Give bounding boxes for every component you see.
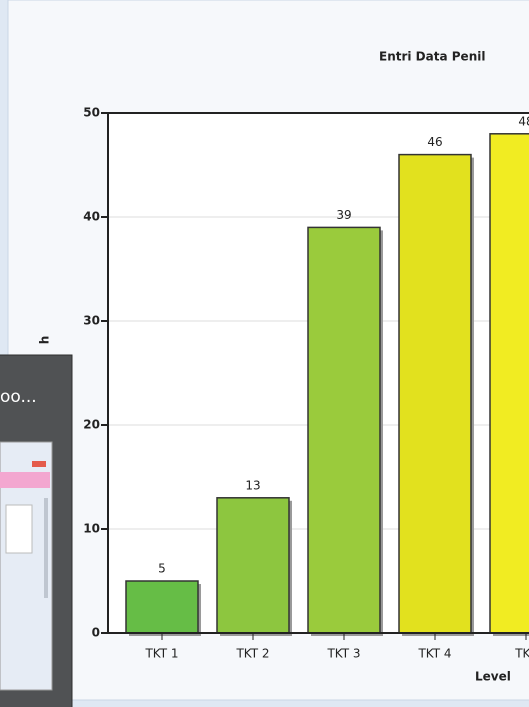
chart-title: Entri Data Penil — [379, 50, 485, 64]
x-axis-label: Level — [475, 670, 511, 684]
x-tick-label: TKT 1 — [144, 647, 178, 661]
y-tick-label: 0 — [92, 626, 100, 640]
preview-icon — [6, 505, 32, 553]
y-tick-label: 30 — [83, 314, 100, 328]
bar — [126, 581, 198, 633]
x-tick-label: TKT 2 — [235, 647, 269, 661]
y-tick-label: 40 — [83, 210, 100, 224]
preview-scrollbar — [44, 498, 48, 598]
x-tick-label: TKT 4 — [417, 647, 451, 661]
bar — [490, 134, 529, 633]
preview-button — [32, 461, 46, 467]
y-tick-label: 20 — [83, 418, 100, 432]
value-label: 5 — [158, 562, 166, 576]
chart: 5 13 39 46 48 Entri Data Penil Level h 0 10 20… — [0, 0, 529, 707]
value-label: 46 — [427, 135, 442, 149]
x-tick-label: TKT — [514, 647, 529, 661]
y-axis-label: h — [38, 336, 52, 345]
y-tick-label: 50 — [83, 106, 100, 120]
bar — [399, 155, 471, 633]
page: 5 13 39 46 48 Entri Data Penil Level h 0 10 20… — [0, 0, 529, 707]
y-tick-label: 10 — [83, 522, 100, 536]
value-label: 13 — [245, 478, 260, 492]
value-label: 39 — [336, 208, 351, 222]
value-label: 48 — [518, 114, 529, 128]
taskbar-preview[interactable]: oo... — [0, 355, 72, 707]
preview-band — [0, 472, 50, 488]
bar — [308, 227, 380, 633]
x-tick-label: TKT 3 — [326, 647, 360, 661]
preview-title: oo... — [0, 387, 37, 407]
bar — [217, 498, 289, 633]
